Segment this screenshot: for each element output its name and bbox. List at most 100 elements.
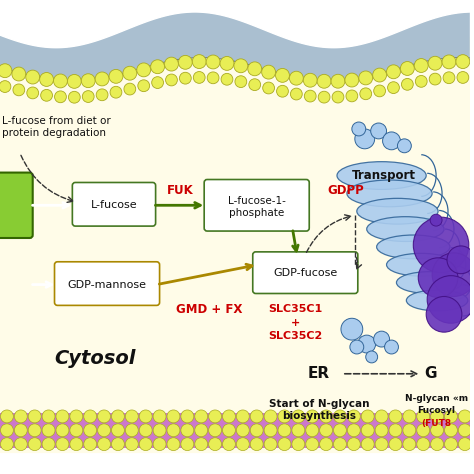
Circle shape: [153, 424, 166, 437]
Circle shape: [70, 424, 83, 437]
Circle shape: [55, 91, 66, 103]
Circle shape: [275, 68, 290, 82]
Circle shape: [152, 77, 164, 89]
Circle shape: [26, 70, 40, 84]
Circle shape: [359, 71, 373, 85]
Circle shape: [28, 410, 41, 423]
Circle shape: [445, 410, 457, 423]
Circle shape: [303, 73, 317, 87]
Circle shape: [98, 410, 110, 423]
Circle shape: [389, 424, 402, 437]
Circle shape: [164, 57, 178, 71]
Circle shape: [28, 438, 41, 451]
Circle shape: [0, 81, 11, 92]
Circle shape: [386, 65, 401, 79]
Circle shape: [167, 424, 180, 437]
Circle shape: [222, 438, 236, 451]
Circle shape: [124, 83, 136, 95]
Text: L-fucose from diet or
protein degradation: L-fucose from diet or protein degradatio…: [2, 116, 111, 137]
Circle shape: [431, 410, 444, 423]
Circle shape: [334, 438, 346, 451]
Circle shape: [235, 76, 247, 88]
Circle shape: [84, 424, 97, 437]
Circle shape: [374, 85, 385, 97]
Circle shape: [442, 55, 456, 69]
Circle shape: [153, 438, 166, 451]
Circle shape: [192, 55, 206, 69]
Text: SLC35C1
+
SLC35C2: SLC35C1 + SLC35C2: [268, 304, 322, 341]
Circle shape: [306, 410, 319, 423]
Circle shape: [432, 253, 474, 296]
Circle shape: [347, 424, 360, 437]
Circle shape: [137, 63, 151, 77]
Text: L-fucose-1-
phosphate: L-fucose-1- phosphate: [228, 196, 286, 219]
Circle shape: [375, 410, 388, 423]
Circle shape: [374, 331, 390, 347]
Circle shape: [350, 340, 364, 354]
Circle shape: [430, 214, 442, 226]
Circle shape: [304, 90, 316, 102]
Ellipse shape: [337, 162, 426, 190]
Text: GMD + FX: GMD + FX: [176, 303, 243, 316]
Circle shape: [237, 438, 249, 451]
Circle shape: [389, 438, 402, 451]
Circle shape: [443, 72, 455, 83]
Ellipse shape: [357, 198, 438, 224]
Polygon shape: [0, 12, 470, 82]
Circle shape: [180, 73, 191, 84]
Text: Start of N-glycan
biosynthesis: Start of N-glycan biosynthesis: [269, 399, 369, 421]
Circle shape: [347, 438, 360, 451]
FancyBboxPatch shape: [55, 262, 160, 305]
Circle shape: [417, 424, 429, 437]
Ellipse shape: [406, 290, 468, 311]
Circle shape: [14, 438, 27, 451]
Circle shape: [371, 123, 386, 139]
Circle shape: [278, 424, 291, 437]
Circle shape: [319, 438, 333, 451]
Circle shape: [291, 88, 302, 100]
Circle shape: [401, 78, 413, 90]
Circle shape: [345, 73, 359, 87]
Circle shape: [334, 410, 346, 423]
Circle shape: [413, 217, 469, 273]
Circle shape: [417, 438, 429, 451]
Circle shape: [56, 438, 69, 451]
Circle shape: [207, 72, 219, 84]
Circle shape: [317, 74, 331, 88]
Circle shape: [366, 351, 378, 363]
Circle shape: [139, 410, 152, 423]
Circle shape: [458, 410, 471, 423]
Circle shape: [431, 438, 444, 451]
Circle shape: [84, 410, 97, 423]
Circle shape: [56, 424, 69, 437]
Circle shape: [352, 122, 366, 136]
Circle shape: [234, 59, 248, 73]
Circle shape: [237, 424, 249, 437]
Circle shape: [264, 438, 277, 451]
Circle shape: [222, 410, 236, 423]
Circle shape: [139, 438, 152, 451]
Circle shape: [361, 410, 374, 423]
Circle shape: [167, 410, 180, 423]
Circle shape: [292, 410, 305, 423]
Circle shape: [431, 424, 444, 437]
FancyBboxPatch shape: [0, 173, 33, 238]
Circle shape: [458, 438, 471, 451]
Circle shape: [42, 410, 55, 423]
Circle shape: [13, 84, 25, 96]
Circle shape: [401, 62, 414, 75]
Circle shape: [361, 438, 374, 451]
Circle shape: [193, 72, 205, 83]
Circle shape: [27, 87, 38, 99]
Polygon shape: [0, 2, 470, 30]
Circle shape: [250, 438, 263, 451]
Ellipse shape: [347, 180, 432, 207]
Text: (FUT8: (FUT8: [421, 419, 451, 428]
Circle shape: [70, 410, 83, 423]
Circle shape: [428, 56, 442, 70]
Circle shape: [445, 438, 457, 451]
Circle shape: [84, 438, 97, 451]
Circle shape: [151, 60, 164, 73]
Circle shape: [331, 74, 345, 88]
Circle shape: [195, 424, 208, 437]
